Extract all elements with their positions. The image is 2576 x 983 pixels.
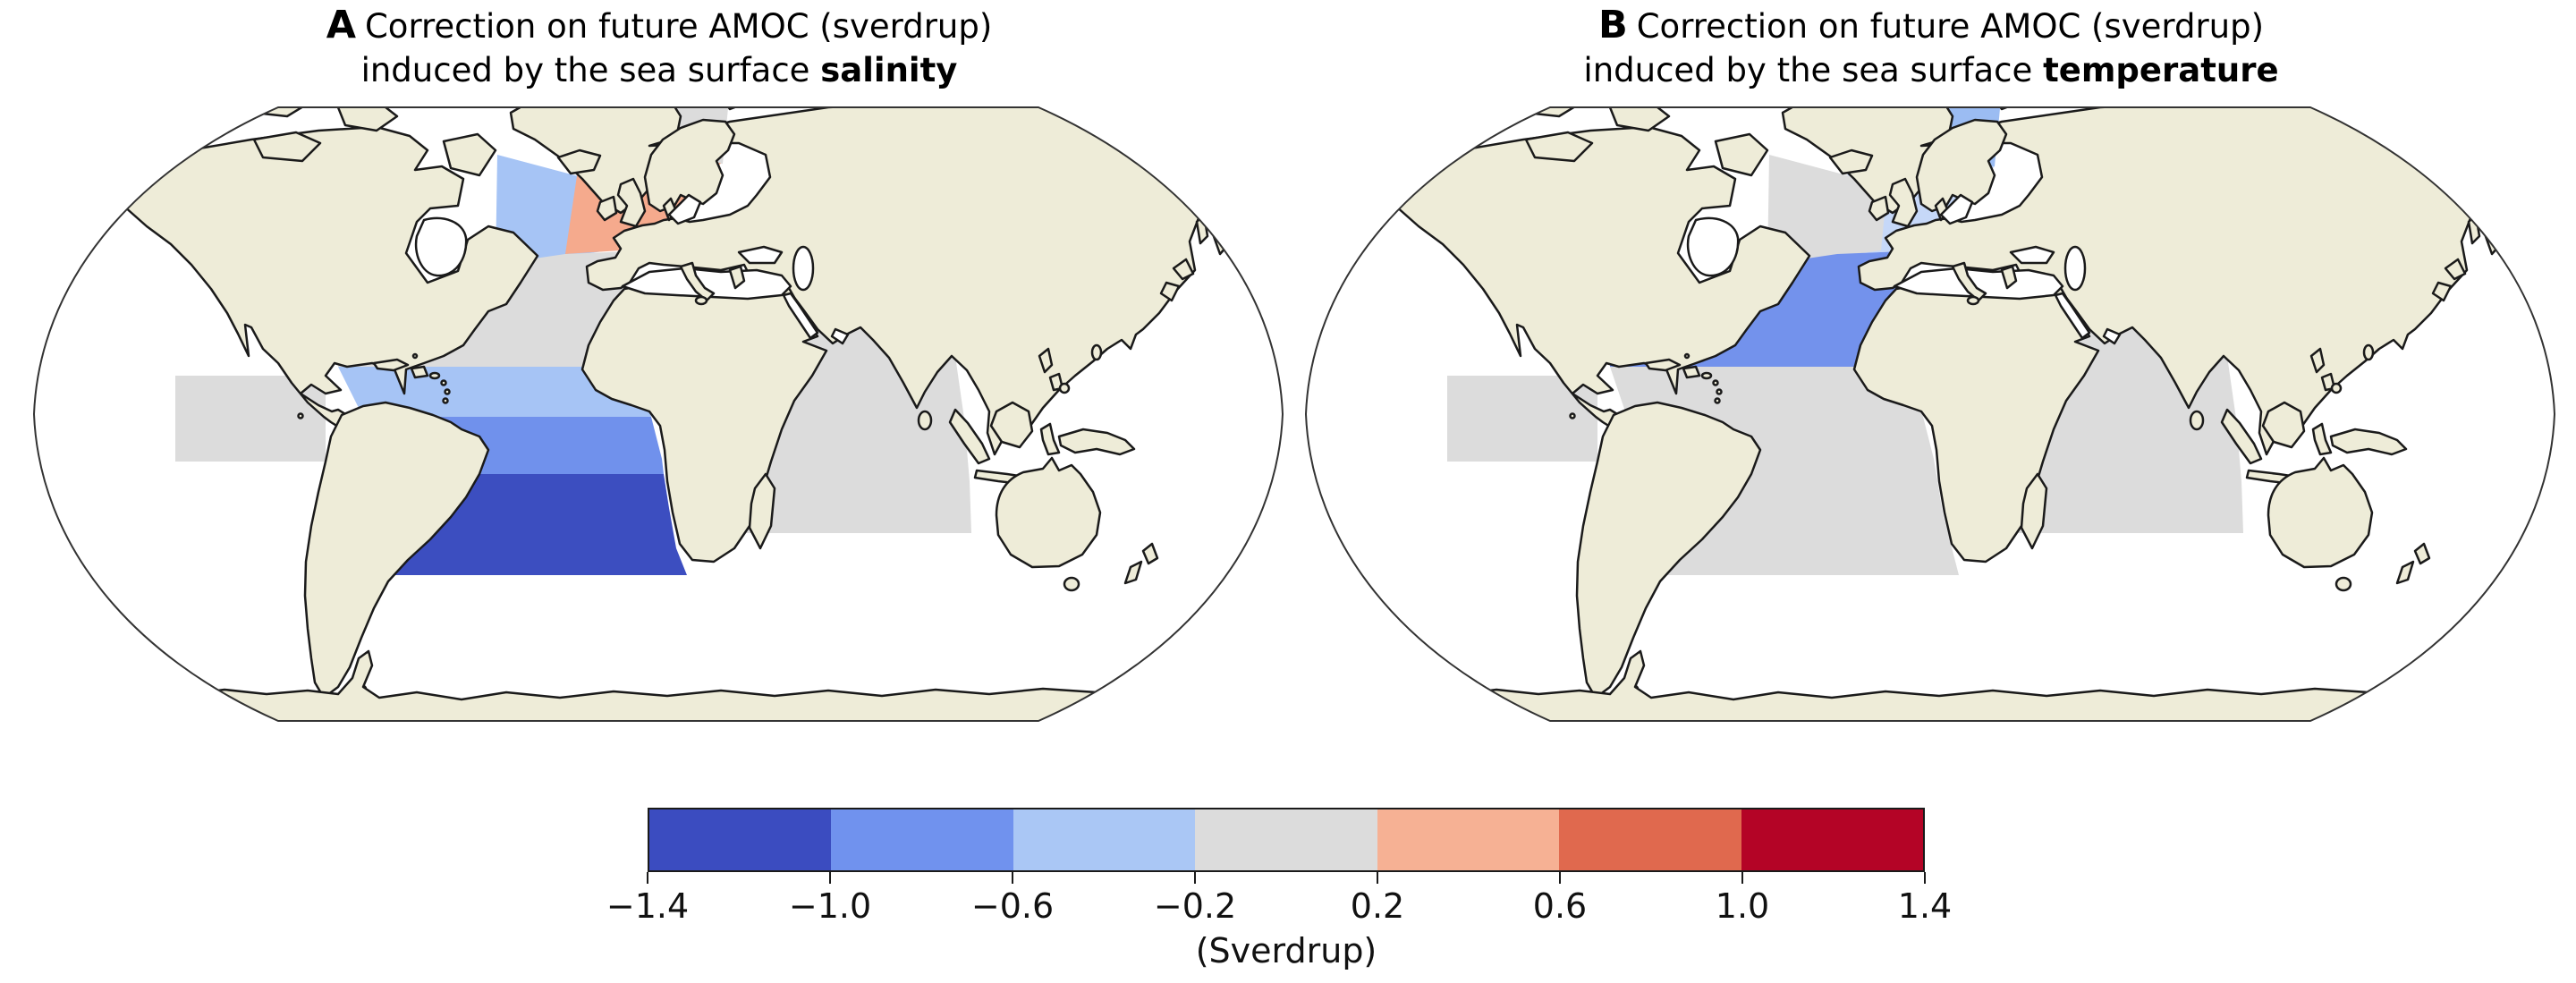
colorbar-tick-label: 0.6 — [1532, 886, 1588, 926]
colorbar: −1.4 −1.0 −0.6 −0.2 0.2 0.6 1.0 1.4 (Sverdrup) — [606, 808, 1952, 983]
colorbar-tick-label: 1.0 — [1715, 886, 1770, 926]
colorbar-tick — [1741, 872, 1743, 884]
panel-a-letter: A — [326, 3, 356, 47]
colorbar-tick-label: −0.6 — [970, 886, 1055, 926]
colorbar-tick-label: −0.2 — [1153, 886, 1237, 926]
colorbar-caption: (Sverdrup) — [1195, 931, 1377, 970]
colorbar-tick — [1924, 872, 1926, 884]
panel-b-letter: B — [1597, 3, 1628, 47]
panel-b-title-line1: B Correction on future AMOC (sverdrup) — [1597, 3, 2265, 47]
region-east-pacific — [175, 376, 326, 462]
colorbar-tick — [1194, 872, 1196, 884]
colorbar-tick — [647, 872, 648, 884]
colorbar-tick — [829, 872, 831, 884]
colorbar-tick — [1377, 872, 1378, 884]
map-panel-b — [1305, 106, 2555, 722]
panel-b-title-line2: induced by the sea surface temperature — [1583, 51, 2279, 89]
colorbar-tick — [1012, 872, 1013, 884]
colorbar-bin-6 — [1741, 809, 1923, 870]
colorbar-tick — [1559, 872, 1561, 884]
colorbar-bin-3 — [1195, 809, 1377, 870]
colorbar-bin-0 — [649, 809, 832, 870]
colorbar-tick-label: 0.2 — [1350, 886, 1405, 926]
colorbar-tick-label: −1.4 — [606, 886, 690, 926]
region-east-pacific — [1447, 376, 1597, 462]
colorbar-bin-1 — [831, 809, 1013, 870]
colorbar-tick-label: −1.0 — [788, 886, 872, 926]
colorbar-bin-4 — [1377, 809, 1560, 870]
panel-b-title: B Correction on future AMOC (sverdrup) in… — [1292, 4, 2571, 92]
colorbar-tick-label: 1.4 — [1897, 886, 1953, 926]
world-maps — [33, 106, 2555, 722]
map-panel-a — [33, 106, 1284, 722]
colorbar-bins — [648, 808, 1925, 872]
panel-a-title-line1: A Correction on future AMOC (sverdrup) — [326, 3, 993, 47]
colorbar-bin-2 — [1013, 809, 1196, 870]
panel-a-title: A Correction on future AMOC (sverdrup) in… — [20, 4, 1299, 92]
colorbar-bin-5 — [1559, 809, 1741, 870]
region-tropical-atlantic — [338, 367, 651, 417]
panel-a-title-line2: induced by the sea surface salinity — [360, 51, 958, 89]
